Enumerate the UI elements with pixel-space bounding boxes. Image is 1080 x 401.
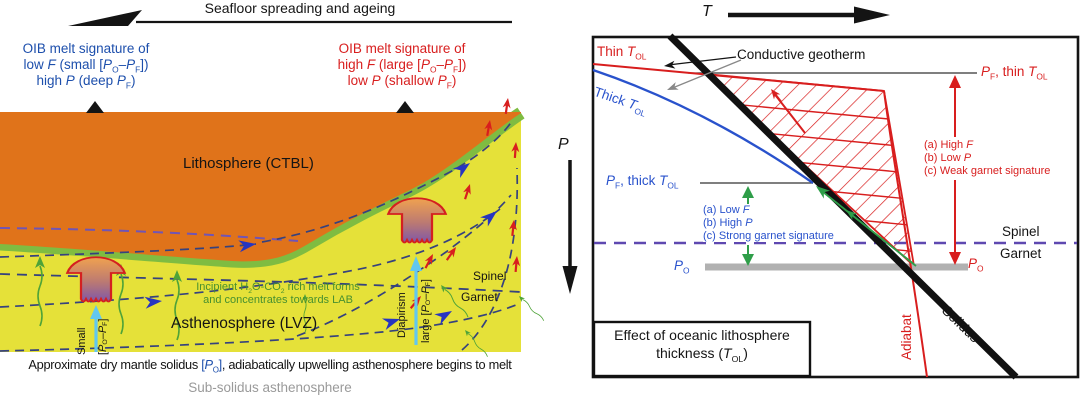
garnet-label-left: Garnet bbox=[461, 290, 498, 304]
oib-low-f-label: OIB melt signature of low F (small [PO–PF… bbox=[22, 41, 150, 91]
po-label-left: PO bbox=[674, 258, 690, 276]
thin-tol-geotherm-line bbox=[592, 63, 885, 92]
thick-tol-geotherm-line bbox=[592, 68, 814, 184]
spinel-garnet-line-asthenosphere bbox=[0, 273, 522, 293]
oib-volcano-marker-left bbox=[86, 101, 104, 113]
pt-diagram-panel bbox=[562, 6, 1080, 380]
thin-tol-effects: (a) High F (b) Low P (c) Weak garnet sig… bbox=[924, 139, 1051, 178]
thick-effect-c: (c) Strong garnet signature bbox=[703, 229, 834, 242]
lithosphere-label: Lithosphere (CTBL) bbox=[183, 155, 314, 172]
pressure-axis-label: P bbox=[558, 136, 569, 153]
adiabat-line bbox=[883, 90, 928, 378]
small-interval-label: Small bbox=[76, 327, 88, 355]
garnet-label-right: Garnet bbox=[1000, 246, 1042, 261]
geotherm-leader-arrows bbox=[663, 56, 742, 94]
temperature-axis-arrow bbox=[728, 6, 890, 24]
effect-box-title: Effect of oceanic lithosphere thickness (… bbox=[614, 327, 790, 364]
diapirism-label: Diapirism bbox=[396, 292, 408, 338]
pf-thick-label: PF, thick TOL bbox=[606, 173, 679, 191]
caption-box bbox=[592, 320, 812, 378]
solidus-caption-pre: Approximate dry mantle solidus bbox=[28, 357, 202, 372]
thin-tol-interval-arrow bbox=[949, 75, 961, 265]
thick-tol-effects: (a) Low F (b) High P (c) Strong garnet s… bbox=[703, 204, 834, 243]
solidus-caption-post: , adiabatically upwelling asthenosphere … bbox=[221, 357, 512, 372]
solidus-line bbox=[667, 33, 1019, 380]
adiabat-label: Adiabat bbox=[899, 314, 914, 360]
oib-volcano-marker-right bbox=[396, 101, 414, 113]
spinel-label-right: Spinel bbox=[1002, 224, 1040, 239]
conductive-geotherm-label: Conductive geotherm bbox=[737, 47, 866, 62]
spreading-arrow bbox=[68, 10, 512, 26]
spreading-label: Seafloor spreading and ageing bbox=[204, 0, 396, 16]
po-label-right: PO bbox=[968, 256, 984, 274]
subsolidus-caption: Sub-solidus asthenosphere bbox=[188, 380, 352, 395]
solidus-caption-po: [PO] bbox=[201, 357, 222, 375]
asthenosphere-label: Asthenosphere (LVZ) bbox=[171, 315, 318, 332]
thin-tol-label: Thin TOL bbox=[597, 44, 647, 62]
spinel-garnet-line-lithosphere bbox=[0, 227, 299, 242]
lithosphere-region bbox=[0, 112, 521, 262]
small-interval-brackets: [PO–PF] bbox=[97, 318, 110, 355]
large-interval-label: large [PO–PF] bbox=[420, 279, 433, 343]
thick-effect-b: (b) High P bbox=[703, 216, 753, 229]
melt-rise-arrow bbox=[766, 85, 806, 134]
diapirism-cyan-arrows bbox=[90, 256, 422, 352]
pf-thin-label: PF, thin TOL bbox=[981, 64, 1048, 82]
thin-effect-b: (b) Low P bbox=[924, 151, 972, 164]
solidus-caption: Approximate dry mantle solidus [PO], adi… bbox=[0, 357, 540, 375]
cross-section-panel bbox=[0, 10, 546, 359]
thick-effect-a: (a) Low F bbox=[703, 204, 750, 216]
thin-effect-a: (a) High F bbox=[924, 139, 973, 151]
pressure-axis-arrow bbox=[562, 160, 578, 294]
thin-effect-c: (c) Weak garnet signature bbox=[924, 164, 1051, 177]
oib-high-f-label: OIB melt signature of high F (large [PO–P… bbox=[337, 41, 467, 91]
temperature-axis-label: T bbox=[702, 3, 712, 20]
thick-tol-melt-path-arrows bbox=[812, 182, 917, 267]
thick-tol-interval-arrow bbox=[742, 186, 754, 266]
incipient-melt-label: Incipient H2O-CO2 rich melt forms and con… bbox=[196, 281, 360, 306]
spinel-label-left: Spinel bbox=[473, 269, 507, 283]
